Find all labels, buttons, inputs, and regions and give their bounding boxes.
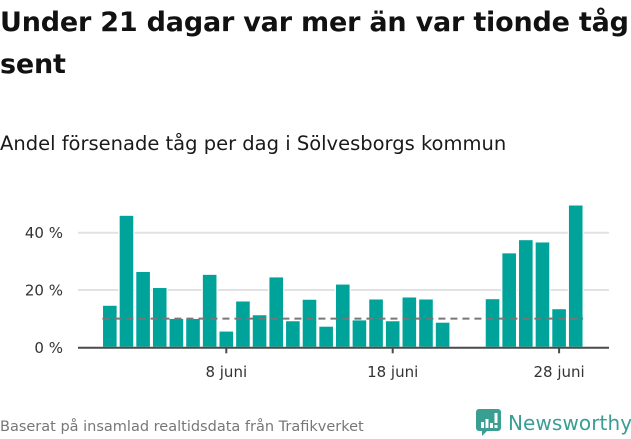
- bar[interactable]: [501, 252, 518, 348]
- bar[interactable]: [185, 317, 202, 348]
- bar[interactable]: [368, 298, 385, 348]
- bar[interactable]: [517, 238, 534, 348]
- bar-chart-speech-bubble-icon: [476, 409, 501, 436]
- x-tick-label: 28 juni: [533, 363, 584, 381]
- y-tick-label: 40 %: [25, 224, 63, 242]
- y-tick-label: 20 %: [25, 282, 63, 300]
- bar[interactable]: [417, 298, 434, 348]
- chart-subtitle: Andel försenade tåg per dag i Sölvesborg…: [0, 132, 507, 155]
- bar[interactable]: [551, 308, 568, 348]
- bar[interactable]: [101, 304, 118, 348]
- bar[interactable]: [118, 214, 135, 348]
- chart-title: Under 21 dagar var mer än var tionde tåg…: [0, 7, 629, 80]
- bar[interactable]: [567, 204, 584, 348]
- x-tick-label: 18 juni: [367, 363, 418, 381]
- bar[interactable]: [135, 270, 152, 348]
- x-tick-label: 8 juni: [205, 363, 247, 381]
- bar[interactable]: [268, 276, 285, 348]
- logo-text: Newsworthy: [508, 410, 631, 435]
- bar[interactable]: [301, 298, 318, 348]
- bar[interactable]: [534, 241, 551, 348]
- bar[interactable]: [284, 320, 301, 348]
- bar[interactable]: [218, 330, 235, 348]
- bar[interactable]: [151, 286, 168, 348]
- bar[interactable]: [484, 297, 501, 348]
- y-axis-labels: 0 % 20 % 40 %: [25, 224, 63, 357]
- bar[interactable]: [401, 296, 418, 348]
- bar[interactable]: [334, 283, 351, 348]
- bar[interactable]: [434, 321, 451, 348]
- bar[interactable]: [201, 273, 218, 348]
- source-note: Baserat på insamlad realtidsdata från Tr…: [0, 419, 364, 435]
- bar[interactable]: [384, 320, 401, 348]
- x-axis: 8 juni 18 juni 28 juni: [78, 346, 609, 381]
- bars: [101, 204, 584, 348]
- bar[interactable]: [234, 300, 251, 348]
- bar[interactable]: [168, 317, 185, 348]
- y-tick-label: 0 %: [34, 339, 63, 357]
- bar[interactable]: [318, 325, 335, 348]
- newsworthy-logo[interactable]: Newsworthy: [476, 409, 631, 436]
- bar[interactable]: [351, 319, 368, 348]
